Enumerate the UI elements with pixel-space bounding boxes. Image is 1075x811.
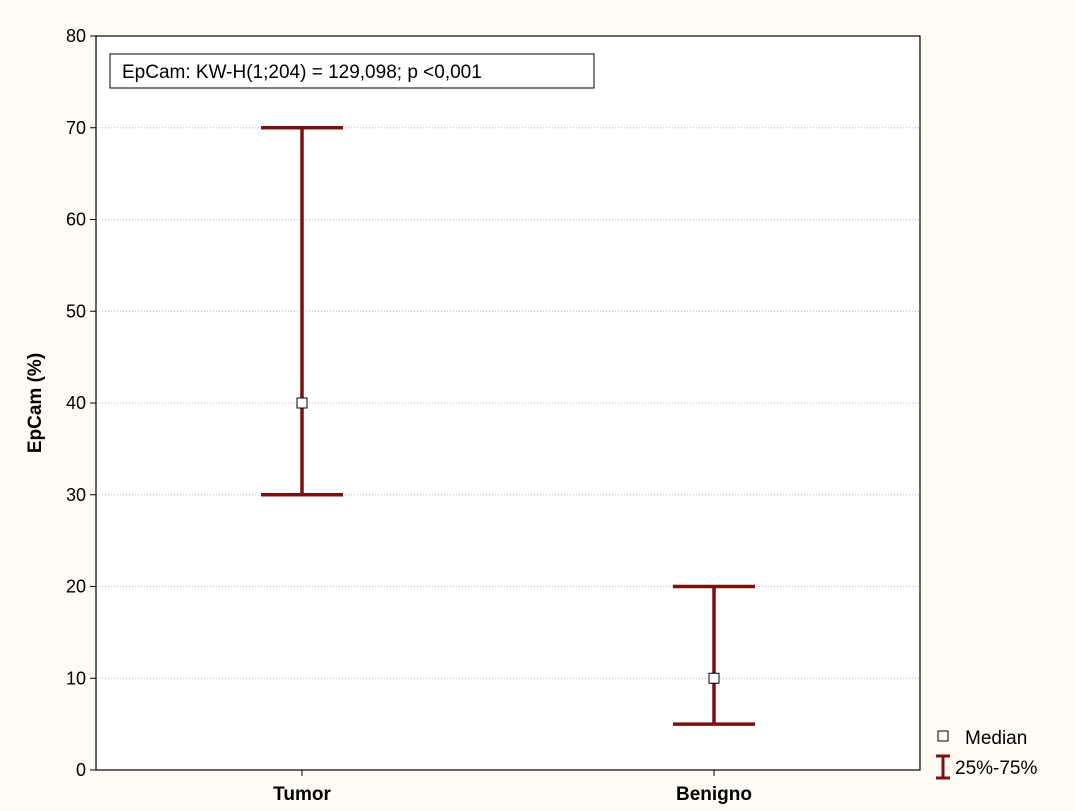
y-tick-label: 10: [66, 668, 86, 688]
y-tick-label: 0: [76, 760, 86, 780]
y-axis-ticks: 0 10 20 30 40 50 60 70 80: [66, 26, 96, 780]
plot-frame: [95, 35, 921, 771]
y-tick-label: 40: [66, 393, 86, 413]
error-bar-tumor: [261, 126, 343, 497]
y-axis-title: EpCam (%): [25, 353, 46, 453]
legend-median-label: Median: [965, 728, 1027, 749]
y-tick-label: 30: [66, 485, 86, 505]
error-bars: [261, 126, 755, 726]
annotation-box: EpCam: KW-H(1;204) = 129,098; p <0,001: [109, 53, 595, 89]
y-tick-label: 50: [66, 301, 86, 321]
y-tick-label: 20: [66, 577, 86, 597]
y-tick-label: 60: [66, 210, 86, 230]
annotation-text: EpCam: KW-H(1;204) = 129,098; p <0,001: [122, 62, 482, 83]
x-tick-label: Tumor: [273, 784, 331, 805]
y-tick-label: 80: [66, 26, 86, 46]
legend-range-marker: [936, 754, 950, 780]
y-tick-label: 70: [66, 118, 86, 138]
gridlines: [96, 127, 920, 679]
legend-median-marker: [937, 730, 949, 742]
median-marker: [296, 397, 308, 409]
legend-range-label: 25%-75%: [955, 758, 1037, 779]
error-bar-benigno: [673, 584, 755, 726]
legend: Median 25%-75%: [936, 728, 1037, 780]
x-tick-label: Benigno: [676, 784, 752, 805]
x-axis-ticks: Tumor Benigno: [273, 770, 752, 805]
median-marker: [708, 672, 720, 684]
annotation-frame: [109, 53, 595, 89]
